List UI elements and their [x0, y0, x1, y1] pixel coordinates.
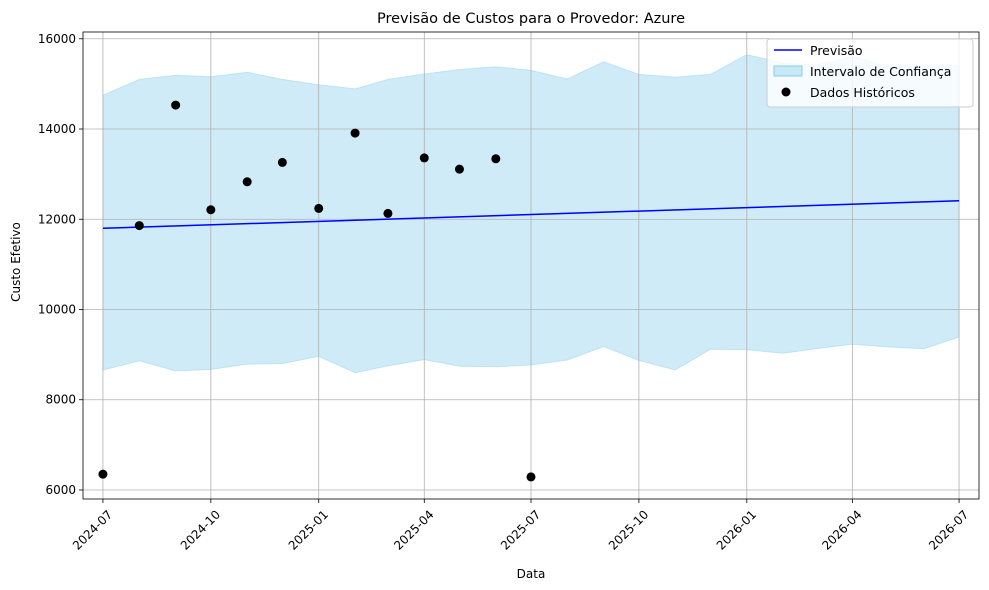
- historical-point: [171, 100, 181, 110]
- historical-point: [491, 154, 501, 164]
- x-axis-title: Data: [517, 567, 546, 581]
- historical-point: [526, 472, 536, 482]
- grid-layer: [83, 32, 979, 499]
- historical-point: [242, 177, 252, 187]
- historical-point: [350, 128, 360, 138]
- historical-point: [383, 208, 393, 218]
- y-tick-label: 8000: [45, 393, 76, 407]
- plot-area: [82, 31, 980, 500]
- y-tick-label: 12000: [38, 212, 76, 226]
- legend-historical-swatch: [781, 87, 791, 97]
- legend-historical-label: Dados Históricos: [810, 85, 915, 100]
- historical-points-layer: [98, 100, 536, 482]
- historical-point: [206, 205, 216, 215]
- y-tick-label: 10000: [38, 302, 76, 316]
- y-tick-label: 16000: [38, 32, 76, 46]
- forecast-line: [102, 200, 960, 230]
- historical-point: [277, 157, 287, 167]
- y-axis-title: Custo Efetivo: [9, 222, 23, 302]
- forecast-line-layer: [102, 200, 960, 230]
- legend: Previsão Intervalo de Confiança Dados Hi…: [766, 38, 974, 108]
- y-axis-ticks: 6000 8000 10000 12000 14000 16000: [38, 32, 83, 497]
- historical-point: [134, 221, 144, 231]
- legend-interval-label: Intervalo de Confiança: [810, 64, 951, 79]
- legend-interval-swatch: [773, 65, 803, 77]
- y-tick-label: 6000: [45, 483, 76, 497]
- y-tick-label: 14000: [38, 122, 76, 136]
- chart-title: Previsão de Custos para o Provedor: Azur…: [377, 11, 685, 27]
- historical-point: [419, 153, 429, 163]
- historical-point: [98, 469, 108, 479]
- legend-box: [766, 38, 974, 108]
- legend-forecast-label: Previsão: [810, 43, 863, 58]
- historical-point: [314, 203, 324, 213]
- historical-point: [454, 164, 464, 174]
